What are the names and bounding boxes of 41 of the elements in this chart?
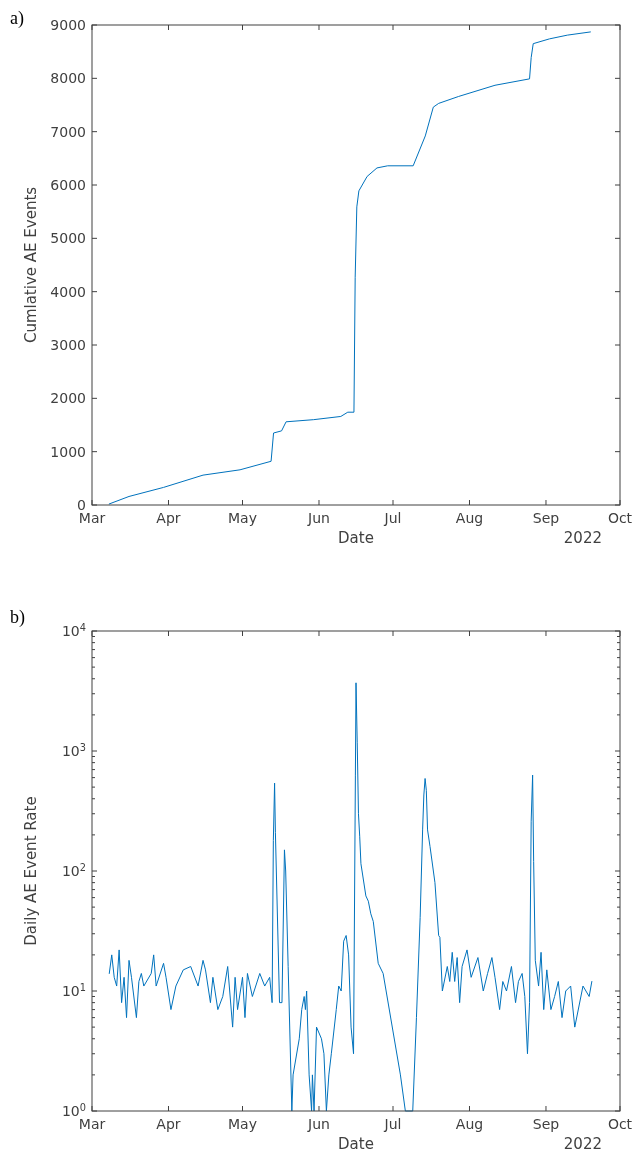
x-tick-label: May (228, 510, 257, 526)
x-axis-title: Date (338, 1135, 374, 1153)
x-tick-label: Apr (156, 1116, 181, 1132)
x-tick-label: Jul (383, 1116, 402, 1132)
x-tick-label: Sep (532, 1116, 560, 1132)
y-tick-label: 0 (77, 497, 86, 513)
y-tick-label: 7000 (50, 123, 86, 140)
line-series (108, 31, 591, 505)
x-tick-label: Jun (307, 1116, 330, 1132)
text: a) (10, 8, 24, 29)
y-tick-label: 10$^{3}$ (61, 741, 86, 759)
y-tick-label: 4000 (50, 283, 86, 300)
y-tick-label: 5000 (50, 230, 86, 247)
y-tick-label: 9000 (50, 17, 86, 33)
y-tick-label: 10$^{4}$ (61, 621, 86, 639)
x-tick-label: Aug (455, 1116, 484, 1132)
x-tick-label: Mar (78, 1116, 106, 1132)
y-axis-title: Daily AE Event Rate (22, 796, 40, 946)
x-tick-label: Oct (607, 510, 633, 526)
y-tick-label: 10$^{0}$ (61, 1101, 86, 1119)
x-tick-label: Mar (78, 510, 106, 526)
y-tick-label: 8000 (50, 70, 86, 87)
y-tick-label: 1000 (50, 443, 86, 460)
y-tick-label: 6000 (50, 177, 86, 193)
x-tick-label: Jul (383, 510, 402, 526)
y-axis-title: Cumlative AE Events (22, 186, 40, 344)
text: 2022 (563, 529, 602, 547)
y-tick-label: 3000 (50, 337, 86, 353)
x-tick-label: Sep (532, 510, 560, 526)
x-tick-label: Aug (455, 510, 484, 526)
x-axis-title: Date (338, 529, 374, 547)
text: b) (10, 607, 25, 628)
y-tick-label: 2000 (50, 390, 86, 407)
y-tick-label: 10$^{1}$ (61, 981, 86, 999)
x-tick-label: Oct (607, 1116, 633, 1132)
line-series (108, 682, 593, 1112)
x-tick-label: Apr (156, 510, 181, 526)
x-tick-label: May (228, 1116, 257, 1132)
y-tick-label: 10$^{2}$ (61, 861, 86, 879)
x-tick-label: Jun (307, 510, 330, 526)
text: 2022 (563, 1135, 602, 1153)
